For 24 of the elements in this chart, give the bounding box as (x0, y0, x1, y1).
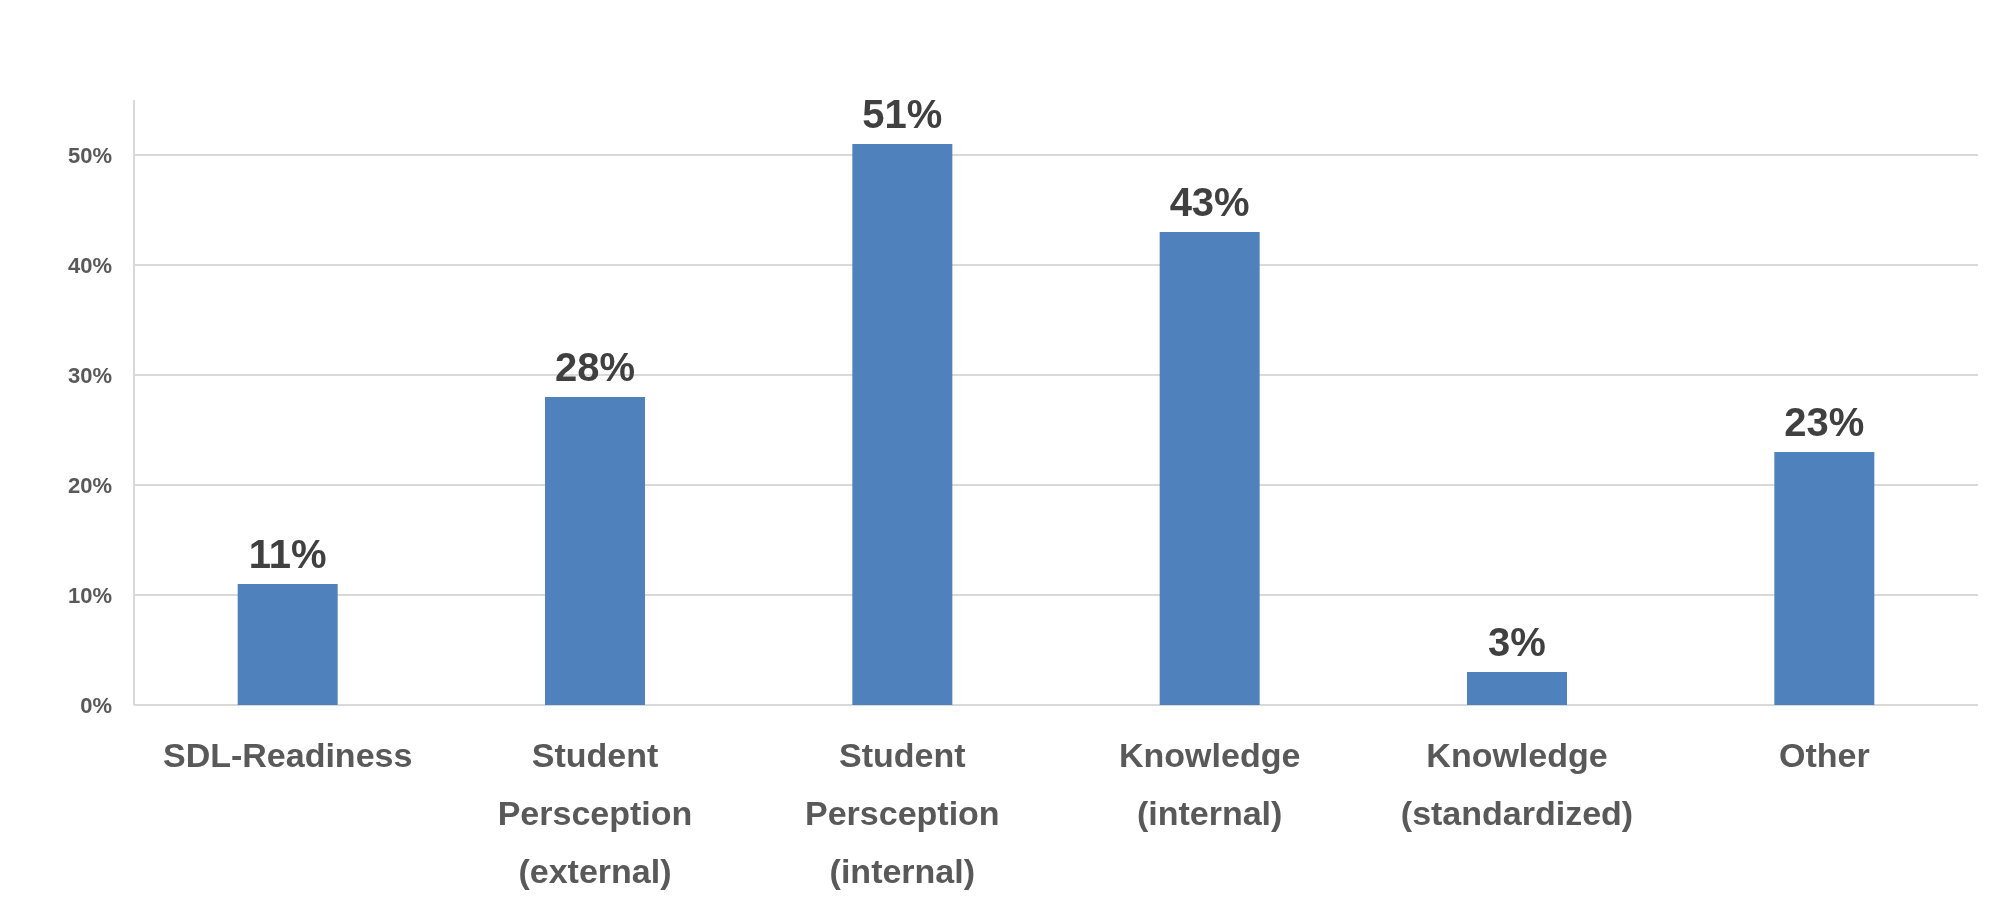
y-tick-label: 10% (67, 582, 112, 608)
bar (852, 144, 953, 705)
x-tick-label: SDL-Readiness (162, 736, 413, 774)
y-tick-label: 50% (67, 142, 112, 168)
x-tick-label: Other (1778, 736, 1870, 774)
data-label: 51% (862, 92, 943, 136)
x-tick-label: Knowledge (standardized) (1400, 736, 1634, 832)
data-label: 11% (248, 532, 327, 576)
x-tick-label: Student Persception (external) (497, 736, 693, 890)
bar (1467, 672, 1567, 705)
x-tick-label: Knowledge (internal) (1118, 736, 1301, 832)
data-label: 43% (1169, 180, 1250, 224)
data-label: 23% (1784, 400, 1865, 444)
y-tick-label: 0% (80, 692, 112, 718)
y-tick-label: 30% (67, 362, 112, 388)
bar (1159, 232, 1260, 705)
bar (545, 397, 645, 705)
bar (1774, 452, 1875, 705)
data-label: 28% (554, 345, 636, 389)
y-tick-label: 40% (67, 252, 112, 278)
bar (237, 584, 338, 705)
x-tick-label: Student Persception (internal) (805, 736, 1000, 890)
y-tick-label: 20% (67, 472, 112, 498)
data-label: 3% (1488, 620, 1546, 664)
